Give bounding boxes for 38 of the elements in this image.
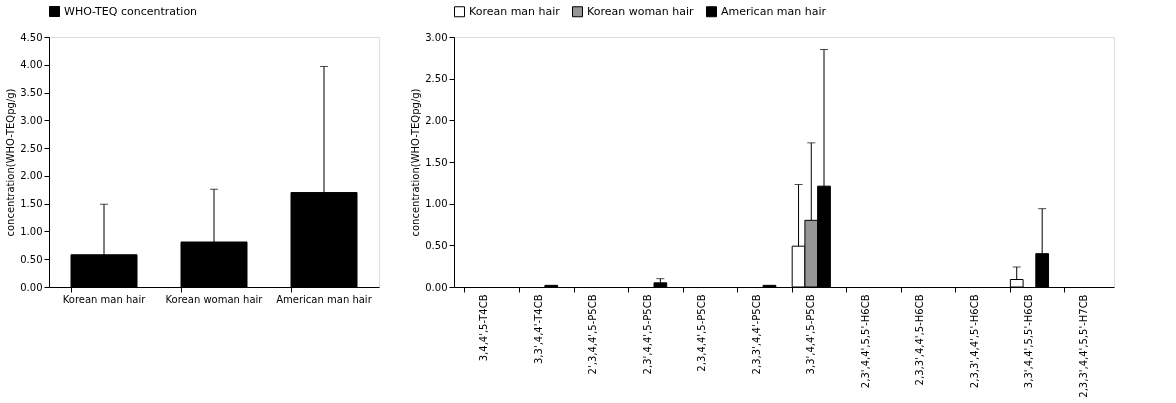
- x-tick-label: Korean woman hair: [165, 293, 264, 305]
- y-tick-label: 3.00: [425, 31, 448, 43]
- y-tick-label: 1.50: [425, 156, 448, 168]
- x-tick-label: 3,3',4,4',5,5'-H6CB: [1023, 294, 1035, 389]
- x-tick-label: 3,3',4,4',5-P5CB: [805, 294, 817, 375]
- y-tick-label: 3.00: [20, 114, 43, 126]
- x-tick-label: American man hair: [276, 293, 373, 305]
- x-tick-label: Korean man hair: [62, 293, 147, 305]
- x-tick-label: 2,3',4,4',5,5'-H6CB: [859, 294, 871, 389]
- x-tick-label: 2,3,3',4,4',5'-H6CB: [968, 294, 980, 389]
- x-tick-label: 2,3,3',4,4'-P5CB: [750, 294, 762, 375]
- y-axis-title: concentration(WHO-TEQpg/g): [5, 88, 17, 237]
- y-tick-label: 4.00: [20, 59, 43, 71]
- x-tick-label: 2,3',4,4',5-P5CB: [641, 294, 653, 375]
- y-tick-label: 2.00: [20, 170, 43, 182]
- y-tick-label: 2.50: [20, 142, 43, 154]
- y-tick-label: 0.50: [20, 253, 43, 265]
- legend-label: Korean man hair: [469, 4, 561, 18]
- y-tick-label: 1.00: [20, 225, 43, 237]
- legend-label: American man hair: [721, 4, 827, 18]
- y-tick-label: 3.50: [20, 87, 43, 99]
- y-tick-label: 0.00: [20, 281, 43, 293]
- x-tick-label: 2,3,3',4,4',5,5'-H7CB: [1078, 294, 1089, 398]
- legend-label: Korean woman hair: [587, 4, 695, 18]
- x-tick-label: 2,3,4,4',5-P5CB: [696, 294, 708, 372]
- y-tick-label: 0.50: [425, 239, 448, 251]
- x-tick-label: 2',3,4,4',5-P5CB: [587, 294, 599, 375]
- y-tick-label: 4.50: [20, 31, 43, 43]
- x-tick-label: 2,3,3',4,4',5-H6CB: [914, 294, 926, 386]
- legend-label: WHO-TEQ concentration: [64, 4, 198, 18]
- y-tick-label: 1.50: [20, 198, 43, 210]
- y-tick-label: 1.00: [425, 198, 448, 210]
- y-tick-label: 2.50: [425, 73, 448, 85]
- y-tick-label: 0.00: [425, 281, 448, 293]
- x-tick-label: 3,3',4,4'-T4CB: [532, 294, 544, 364]
- y-axis-title: concentration(WHO-TEQpg/g): [410, 88, 422, 237]
- x-tick-label: 3,4,4',5-T4CB: [478, 294, 489, 362]
- y-tick-label: 2.00: [425, 114, 448, 126]
